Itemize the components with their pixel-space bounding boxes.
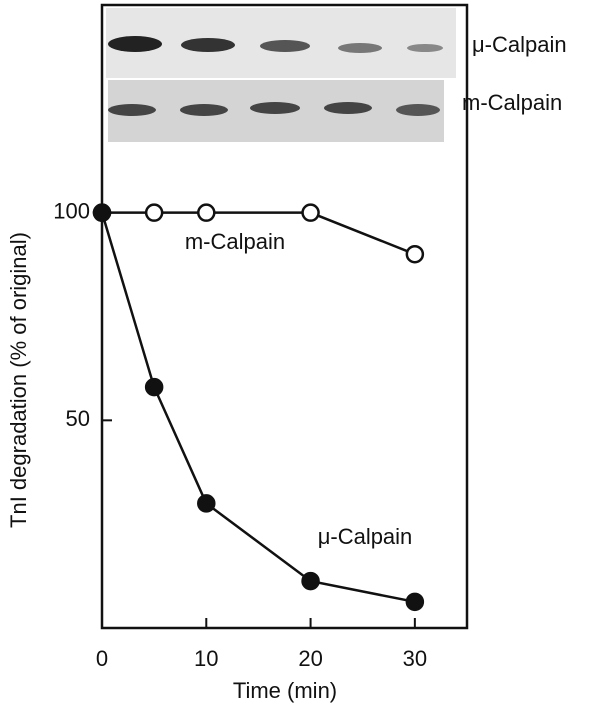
plot-frame — [100, 3, 469, 630]
series-label: μ-Calpain — [318, 524, 413, 549]
series-label: m-Calpain — [185, 229, 285, 254]
data-point — [197, 494, 216, 513]
blot-label: μ-Calpain — [472, 32, 567, 57]
data-point — [301, 203, 320, 222]
blot-band — [407, 44, 443, 52]
blot-band — [108, 36, 162, 52]
data-point — [197, 203, 216, 222]
y-tick-label: 100 — [53, 198, 90, 223]
x-tick-label: 0 — [96, 646, 108, 671]
y-tick-label: 50 — [66, 406, 90, 431]
blot-label: m-Calpain — [462, 90, 562, 115]
data-point — [144, 203, 164, 222]
blot-band — [396, 104, 440, 116]
blot-band — [180, 104, 228, 116]
y-axis-title: TnI degradation (% of original) — [6, 232, 31, 528]
data-point — [405, 592, 425, 612]
blot-band — [338, 43, 382, 53]
x-tick-label: 10 — [194, 646, 218, 671]
data-point — [92, 203, 112, 222]
x-axis-title: Time (min) — [233, 678, 337, 703]
data-point — [405, 244, 425, 264]
blot-band — [181, 38, 235, 52]
western-blot: μ-Calpain m-Calpain — [106, 8, 567, 142]
blot-band — [324, 102, 372, 114]
x-tick-label: 20 — [298, 646, 322, 671]
blot-band — [108, 104, 156, 116]
x-tick-label: 30 — [403, 646, 427, 671]
blot-band — [250, 102, 300, 114]
data-point — [144, 377, 164, 397]
data-point — [301, 571, 320, 591]
blot-band — [260, 40, 310, 52]
